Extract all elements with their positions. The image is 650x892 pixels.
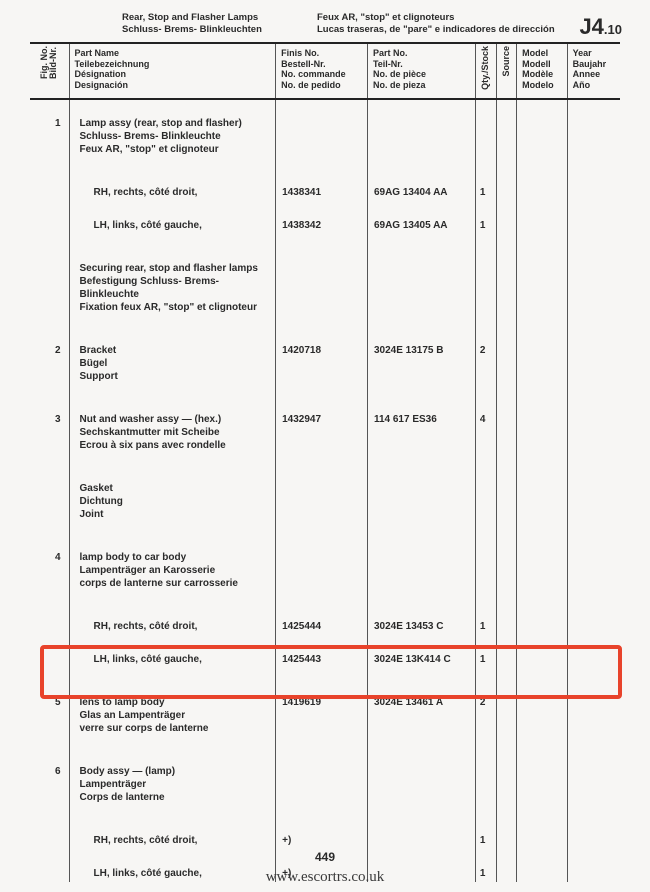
parts-catalog-page: J4.10 Rear, Stop and Flasher Lamps Schlu…	[0, 0, 650, 882]
code-minor: .10	[604, 22, 622, 37]
table-row: 6 Body assy — (lamp) Lampenträger Corps …	[30, 763, 620, 806]
finis-no: 1438342	[276, 217, 368, 234]
table-row: Gasket Dichtung Joint	[30, 480, 620, 523]
part-name: Bracket Bügel Support	[69, 342, 276, 385]
part-name: Lamp assy (rear, stop and flasher) Schlu…	[69, 115, 276, 158]
finis-no: 1425444	[276, 618, 368, 635]
qty: 1	[475, 217, 496, 234]
table-row: RH, rechts, côté droit, 1438341 69AG 134…	[30, 184, 620, 201]
table-row: RH, rechts, côté droit, +) 1	[30, 832, 620, 849]
fig-no: 2	[30, 342, 69, 385]
part-name: lamp body to car body Lampenträger an Ka…	[69, 549, 276, 592]
table-row: 1 Lamp assy (rear, stop and flasher) Sch…	[30, 115, 620, 158]
page-section-code: J4.10	[579, 14, 622, 40]
parts-table: Fig. No.Bild-Nr. Part NameTeilebezeichnu…	[30, 42, 620, 882]
code-major: J4	[579, 14, 603, 39]
part-name: lens to lamp body Glas an Lampenträger v…	[69, 694, 276, 737]
table-row: 4 lamp body to car body Lampenträger an …	[30, 549, 620, 592]
col-finis: Finis No.Bestell-Nr.No. commandeNo. de p…	[276, 43, 368, 99]
col-model: ModelModellModèleModelo	[517, 43, 568, 99]
header-title-en: Rear, Stop and Flasher Lamps	[122, 12, 258, 23]
fig-no: 6	[30, 763, 69, 806]
finis-no: 1425443	[276, 651, 368, 668]
qty: 2	[475, 694, 496, 737]
part-name: RH, rechts, côté droit,	[69, 618, 276, 635]
table-row: 3 Nut and washer assy — (hex.) Sechskant…	[30, 411, 620, 454]
part-name: Gasket Dichtung Joint	[69, 480, 276, 523]
col-name: Part NameTeilebezeichnungDésignationDesi…	[69, 43, 276, 99]
part-no: 3024E 13175 B	[367, 342, 475, 385]
header-title-fr: Feux AR, "stop" et clignoteurs	[317, 12, 454, 23]
header-left: Rear, Stop and Flasher Lamps Schluss- Br…	[122, 12, 317, 36]
col-fig: Fig. No.Bild-Nr.	[30, 43, 69, 99]
part-name: Securing rear, stop and flasher lamps Be…	[69, 260, 276, 316]
header-title-es: Lucas traseras, de "pare" e indicadores …	[317, 24, 555, 35]
part-no: 3024E 13K414 C	[367, 651, 475, 668]
part-name: LH, links, côté gauche,	[69, 217, 276, 234]
header-title-de: Schluss- Brems- Blinkleuchten	[122, 24, 262, 35]
table-row: 2 Bracket Bügel Support 1420718 3024E 13…	[30, 342, 620, 385]
table-row: LH, links, côté gauche, 1438342 69AG 134…	[30, 217, 620, 234]
finis-no: 1432947	[276, 411, 368, 454]
part-name: Body assy — (lamp) Lampenträger Corps de…	[69, 763, 276, 806]
qty: 4	[475, 411, 496, 454]
qty: 1	[475, 651, 496, 668]
page-number: 449	[0, 850, 650, 864]
header-row: Fig. No.Bild-Nr. Part NameTeilebezeichnu…	[30, 43, 620, 99]
fig-no: 1	[30, 115, 69, 158]
part-name: RH, rechts, côté droit,	[69, 832, 276, 849]
qty: 1	[475, 832, 496, 849]
part-name: LH, links, côté gauche,	[69, 651, 276, 668]
finis-no: 1420718	[276, 342, 368, 385]
part-no: 69AG 13405 AA	[367, 217, 475, 234]
table-row: LH, links, côté gauche, 1425443 3024E 13…	[30, 651, 620, 668]
fig-no: 5	[30, 694, 69, 737]
col-part: Part No.Teil-Nr.No. de pièceNo. de pieza	[367, 43, 475, 99]
fig-no: 4	[30, 549, 69, 592]
part-name: Nut and washer assy — (hex.) Sechskantmu…	[69, 411, 276, 454]
part-name: RH, rechts, côté droit,	[69, 184, 276, 201]
qty: 1	[475, 618, 496, 635]
col-qty: Qty./Stock	[475, 43, 496, 99]
part-no: 3024E 13453 C	[367, 618, 475, 635]
fig-no: 3	[30, 411, 69, 454]
qty: 1	[475, 184, 496, 201]
col-year: YearBaujahrAnneeAño	[567, 43, 620, 99]
part-no: 114 617 ES36	[367, 411, 475, 454]
finis-no: 1419619	[276, 694, 368, 737]
header-right: Feux AR, "stop" et clignoteurs Lucas tra…	[317, 12, 620, 36]
qty: 2	[475, 342, 496, 385]
part-no: 3024E 13461 A	[367, 694, 475, 737]
watermark: www.escortrs.co.uk	[0, 869, 650, 886]
finis-no: +)	[276, 832, 368, 849]
col-source: Source	[496, 43, 517, 99]
table-row: RH, rechts, côté droit, 1425444 3024E 13…	[30, 618, 620, 635]
page-header: Rear, Stop and Flasher Lamps Schluss- Br…	[122, 12, 620, 36]
table-row: 5 lens to lamp body Glas an Lampenträger…	[30, 694, 620, 737]
part-no: 69AG 13404 AA	[367, 184, 475, 201]
finis-no: 1438341	[276, 184, 368, 201]
table-row: Securing rear, stop and flasher lamps Be…	[30, 260, 620, 316]
